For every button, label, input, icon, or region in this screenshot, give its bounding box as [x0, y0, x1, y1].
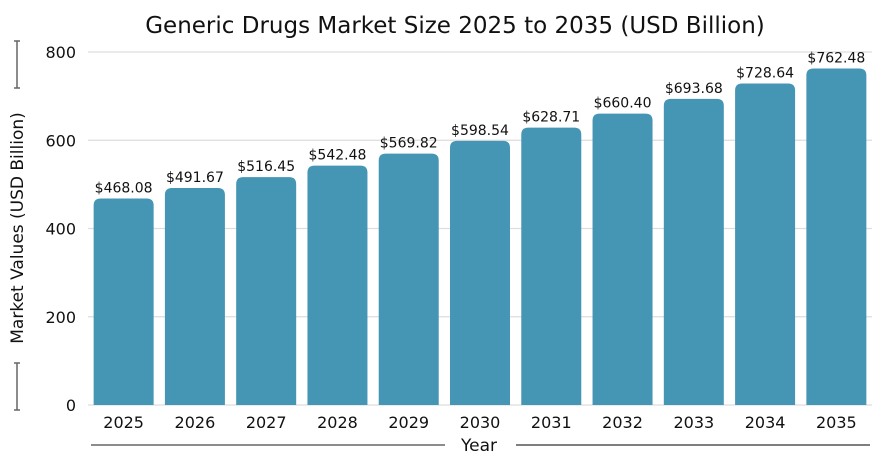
x-tick-label: 2025: [103, 413, 144, 432]
x-tick-label: 2032: [602, 413, 643, 432]
x-tick-label: 2027: [246, 413, 287, 432]
x-tick-label: 2030: [460, 413, 501, 432]
data-label: $693.68: [665, 81, 723, 97]
data-label: $628.71: [522, 110, 580, 126]
chart-title: Generic Drugs Market Size 2025 to 2035 (…: [145, 13, 765, 39]
y-tick-label: 600: [45, 131, 76, 150]
y-axis-label-group: Market Values (USD Billion): [8, 40, 28, 411]
data-label: $728.64: [736, 65, 794, 81]
x-axis-label-group: Year: [91, 436, 870, 456]
bar-2034: [735, 83, 796, 405]
bar-2028: [307, 165, 368, 405]
x-tick-label: 2033: [673, 413, 714, 432]
y-axis-label: Market Values (USD Billion): [8, 112, 28, 344]
y-tick-label: 0: [66, 396, 76, 415]
x-tick-label: 2031: [531, 413, 572, 432]
bar-2032: [592, 113, 653, 405]
x-tick-label: 2029: [388, 413, 429, 432]
bar-2029: [378, 153, 439, 405]
y-tick-label: 200: [45, 308, 76, 327]
y-tick-label: 800: [45, 43, 76, 62]
data-label: $660.40: [594, 96, 652, 112]
data-label: $542.48: [309, 148, 367, 164]
data-label: $516.45: [237, 159, 295, 175]
bar-2025: [93, 198, 154, 405]
data-label: $468.08: [95, 180, 153, 196]
x-tick-label: 2026: [175, 413, 216, 432]
bar-2033: [663, 98, 724, 405]
bar-2035: [806, 68, 867, 406]
data-label: $569.82: [380, 136, 438, 152]
x-axis-label: Year: [460, 436, 497, 456]
bar-2027: [236, 177, 297, 405]
data-label: $762.48: [807, 51, 865, 67]
data-label: $491.67: [166, 170, 224, 186]
data-label: $598.54: [451, 123, 509, 139]
bar-2026: [164, 188, 225, 405]
bar-2030: [450, 140, 510, 405]
bar-2031: [521, 127, 582, 405]
x-tick-label: 2035: [816, 413, 857, 432]
y-tick-label: 400: [45, 220, 76, 239]
x-tick-label: 2034: [745, 413, 786, 432]
x-tick-label: 2028: [317, 413, 358, 432]
